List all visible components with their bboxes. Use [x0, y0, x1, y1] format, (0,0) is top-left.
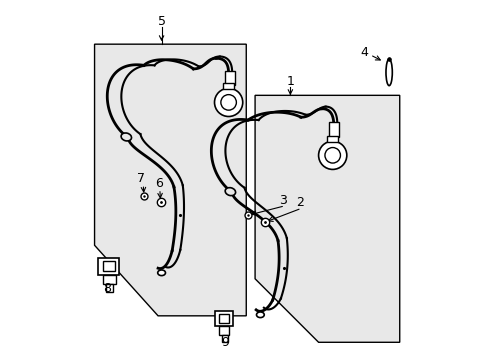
Text: 7: 7	[137, 172, 145, 185]
Circle shape	[318, 141, 346, 170]
Bar	[218, 326, 229, 334]
Bar	[224, 71, 234, 85]
Text: 2: 2	[296, 197, 304, 210]
Circle shape	[324, 148, 340, 163]
Bar	[106, 284, 113, 292]
Ellipse shape	[224, 188, 235, 195]
Text: 9: 9	[221, 337, 228, 350]
Text: 1: 1	[286, 76, 294, 89]
Ellipse shape	[121, 133, 131, 141]
Text: 8: 8	[103, 282, 111, 295]
Bar	[221, 334, 227, 342]
Bar	[98, 258, 119, 275]
Circle shape	[214, 88, 242, 117]
Ellipse shape	[385, 59, 391, 86]
Bar	[103, 275, 116, 284]
Ellipse shape	[158, 270, 165, 276]
Polygon shape	[255, 95, 399, 342]
Bar	[102, 261, 115, 271]
Circle shape	[221, 95, 236, 110]
Bar	[328, 122, 338, 136]
Text: 4: 4	[360, 46, 367, 59]
Bar	[327, 136, 337, 142]
Bar	[214, 311, 232, 326]
Text: 5: 5	[157, 15, 165, 28]
Bar	[218, 314, 229, 323]
Bar	[223, 83, 233, 89]
Text: 3: 3	[279, 194, 286, 207]
Text: 6: 6	[155, 177, 163, 190]
Polygon shape	[94, 44, 246, 316]
Ellipse shape	[256, 312, 264, 318]
